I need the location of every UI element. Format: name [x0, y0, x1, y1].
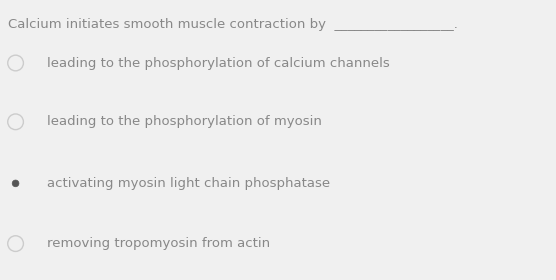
Text: Calcium initiates smooth muscle contraction by  __________________.: Calcium initiates smooth muscle contract… — [8, 18, 458, 31]
Ellipse shape — [8, 114, 23, 130]
Ellipse shape — [8, 55, 23, 71]
Text: activating myosin light chain phosphatase: activating myosin light chain phosphatas… — [47, 177, 330, 190]
Ellipse shape — [12, 180, 19, 187]
Text: leading to the phosphorylation of myosin: leading to the phosphorylation of myosin — [47, 115, 322, 128]
Text: removing tropomyosin from actin: removing tropomyosin from actin — [47, 237, 270, 250]
Ellipse shape — [8, 236, 23, 251]
Text: leading to the phosphorylation of calcium channels: leading to the phosphorylation of calciu… — [47, 57, 390, 69]
